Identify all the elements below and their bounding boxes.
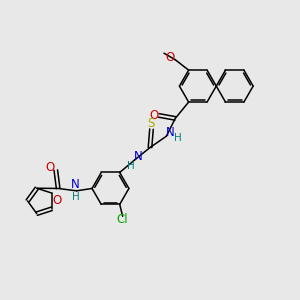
Text: N: N: [166, 126, 175, 139]
Text: H: H: [127, 161, 135, 171]
Text: O: O: [149, 109, 158, 122]
Text: H: H: [174, 133, 182, 143]
Text: H: H: [72, 192, 80, 202]
Text: O: O: [165, 51, 175, 64]
Text: O: O: [46, 160, 55, 174]
Text: O: O: [52, 194, 62, 207]
Text: N: N: [71, 178, 80, 191]
Text: S: S: [147, 117, 155, 130]
Text: N: N: [134, 150, 143, 163]
Text: Cl: Cl: [117, 213, 128, 226]
